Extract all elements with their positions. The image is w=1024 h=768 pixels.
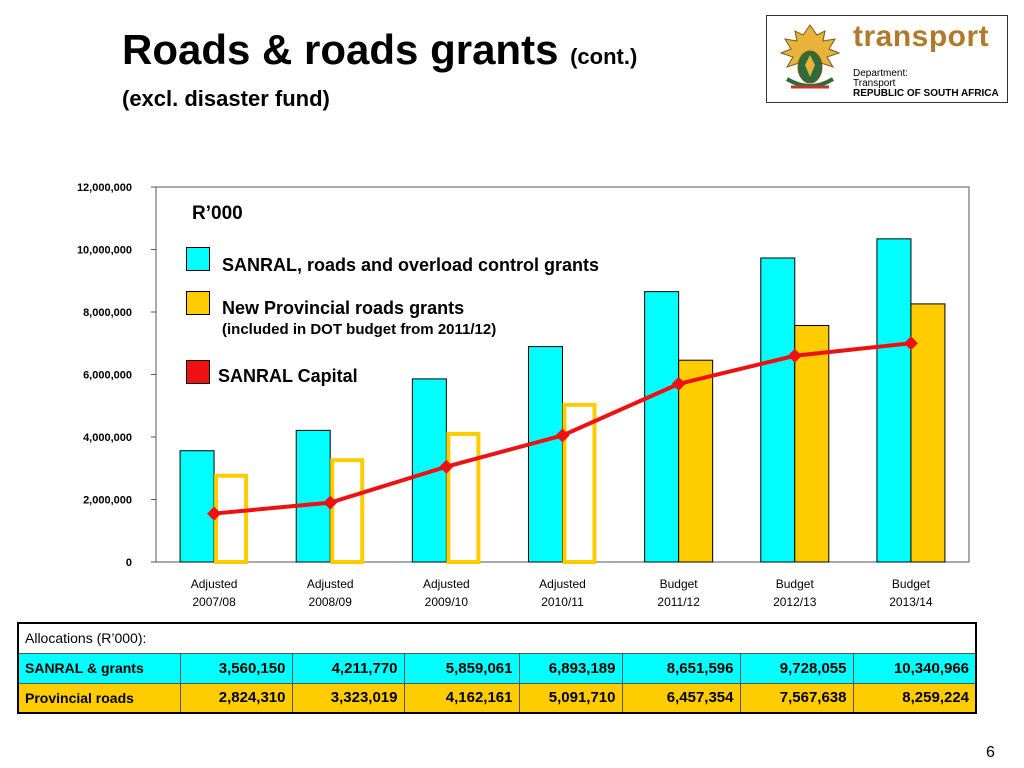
bar-sanral xyxy=(760,257,796,563)
bar-provincial-outline xyxy=(562,402,597,564)
table-cell: 4,211,770 xyxy=(291,652,405,684)
legend-label-sanral: SANRAL, roads and overload control grant… xyxy=(222,255,600,275)
capital-point xyxy=(207,506,222,521)
table-row-sanral: SANRAL & grants 3,560,150 4,211,770 5,85… xyxy=(17,652,977,684)
table-cell: 6,457,354 xyxy=(621,682,741,714)
table-cell: 8,651,596 xyxy=(621,652,741,684)
y-tick-label: 8,000,000 xyxy=(83,307,132,319)
slide-title: Roads & roads grants (cont.) xyxy=(122,26,637,74)
x-tick-label-year: 2008/09 xyxy=(309,595,353,609)
logo-line-department: Department: xyxy=(853,68,909,79)
table-cell: 10,340,966 xyxy=(852,652,977,684)
bar-provincial-outline xyxy=(446,431,481,564)
title-suffix: (cont.) xyxy=(570,44,638,69)
bars xyxy=(179,238,946,565)
table-cell: 4,162,161 xyxy=(403,682,520,714)
capital-point xyxy=(787,348,802,363)
bar-provincial xyxy=(910,303,946,563)
x-tick-label-year: 2010/11 xyxy=(541,595,584,609)
y-tick-label: 2,000,000 xyxy=(83,495,132,507)
x-tick-label-year: 2011/12 xyxy=(657,595,700,609)
table-header: Allocations (R’000): xyxy=(17,622,977,654)
x-tick-label-year: 2013/14 xyxy=(889,595,933,609)
bar-provincial xyxy=(678,359,714,563)
table-row-provincial: Provincial roads 2,824,310 3,323,019 4,1… xyxy=(17,682,977,714)
x-tick-label: Adjusted xyxy=(539,577,586,591)
table-cell: 8,259,224 xyxy=(852,682,977,714)
x-tick-label-year: 2009/10 xyxy=(425,595,469,609)
grants-chart: 0 2,000,000 4,000,000 6,000,000 8,000,000 10,… xyxy=(77,182,970,609)
row-label: SANRAL & grants xyxy=(17,652,181,684)
y-axis: 0 2,000,000 4,000,000 6,000,000 8,000,000 10,… xyxy=(77,182,156,569)
x-tick-label-year: 2007/08 xyxy=(192,595,236,609)
bar-sanral xyxy=(179,450,215,563)
table-cell: 7,567,638 xyxy=(739,682,854,714)
x-tick-label: Budget xyxy=(660,577,699,591)
capital-point xyxy=(555,428,570,443)
x-axis: Adjusted 2007/08 Adjusted 2008/09 Adjusted 20… xyxy=(191,577,933,609)
coat-of-arms-icon xyxy=(779,24,841,89)
y-tick-label: 6,000,000 xyxy=(83,370,132,382)
table-header-row: Allocations (R’000): xyxy=(17,622,977,654)
legend-label-provincial: New Provincial roads grants xyxy=(222,298,465,318)
capital-point xyxy=(903,336,918,351)
x-tick-label-year: 2012/13 xyxy=(773,595,817,609)
x-tick-label: Adjusted xyxy=(307,577,354,591)
capital-point xyxy=(671,376,686,391)
bar-provincial-outline xyxy=(330,458,365,565)
x-tick-label: Budget xyxy=(892,577,931,591)
y-tick-label: 12,000,000 xyxy=(77,182,132,194)
allocations-table: Allocations (R’000): SANRAL & grants 3,5… xyxy=(17,622,978,714)
bar-sanral xyxy=(876,238,912,563)
unit-label: R’000 xyxy=(192,203,243,224)
x-tick-label: Adjusted xyxy=(423,577,470,591)
table-cell: 5,859,061 xyxy=(403,652,520,684)
logo-word: transport xyxy=(853,20,990,53)
legend-swatch-sanral xyxy=(186,247,210,271)
transport-logo: transport Department: Transport REPUBLIC… xyxy=(766,15,1008,103)
table-cell: 3,323,019 xyxy=(291,682,405,714)
page-number: 6 xyxy=(986,744,995,761)
legend-label-capital: SANRAL Capital xyxy=(218,366,358,386)
y-tick-label: 10,000,000 xyxy=(77,245,132,257)
capital-line xyxy=(207,336,918,521)
bar-sanral xyxy=(644,291,680,563)
x-tick-label: Budget xyxy=(776,577,815,591)
y-tick-label: 0 xyxy=(126,557,132,569)
legend-swatch-capital xyxy=(186,360,210,384)
logo-line-country: REPUBLIC OF SOUTH AFRICA xyxy=(853,88,999,99)
x-tick-label: Adjusted xyxy=(191,577,238,591)
legend-note-provincial: (included in DOT budget from 2011/12) xyxy=(222,321,497,338)
y-tick-label: 4,000,000 xyxy=(83,432,132,444)
table-cell: 3,560,150 xyxy=(179,652,293,684)
capital-point xyxy=(323,495,338,510)
bar-provincial-outline xyxy=(214,473,249,565)
table-cell: 6,893,189 xyxy=(518,652,623,684)
bar-sanral xyxy=(528,346,563,563)
title-main: Roads & roads grants xyxy=(122,26,559,73)
bar-provincial xyxy=(794,325,830,563)
legend-swatch-provincial xyxy=(186,291,210,315)
table-cell: 2,824,310 xyxy=(179,682,293,714)
table-cell: 9,728,055 xyxy=(739,652,854,684)
bar-sanral xyxy=(295,429,331,563)
capital-point xyxy=(439,459,454,474)
logo-line-transport: Transport xyxy=(853,78,896,89)
slide-subtitle: (excl. disaster fund) xyxy=(122,86,330,111)
table-cell: 5,091,710 xyxy=(518,682,623,714)
row-label: Provincial roads xyxy=(17,682,181,714)
